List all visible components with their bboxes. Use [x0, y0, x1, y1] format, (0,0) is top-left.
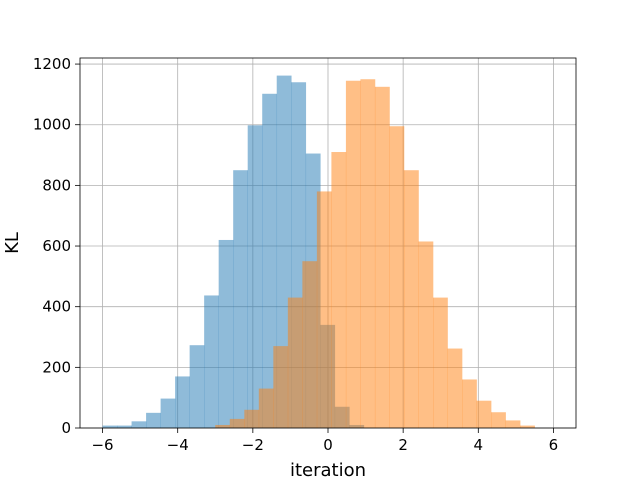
histogram-bar-series-2 — [447, 348, 463, 428]
histogram-bar-series-2 — [374, 86, 390, 429]
histogram-bar-series-2 — [433, 297, 448, 428]
histogram-bar-series-2 — [491, 412, 506, 428]
histogram-bar-series-2 — [360, 79, 376, 429]
x-axis-ticks: −6 −4 −2 0 2 4 6 — [91, 428, 558, 454]
y-axis-label: KL — [2, 232, 23, 254]
histogram-bar-series-2 — [316, 191, 332, 428]
histogram-bar-series-2 — [505, 420, 521, 428]
histogram-bar-series-2 — [389, 126, 405, 428]
x-tick-label: 4 — [474, 436, 484, 454]
histogram-bar-series-2 — [476, 400, 492, 428]
histogram-bar-series-2 — [418, 241, 434, 428]
histogram-bar-series-1 — [102, 425, 118, 428]
histogram-bar-series-2 — [302, 261, 318, 428]
histogram-bar-series-2 — [229, 418, 245, 428]
y-tick-label: 600 — [42, 237, 71, 255]
x-tick-label: 0 — [323, 436, 333, 454]
histogram-bar-series-2 — [287, 297, 303, 428]
histogram-bar-series-2 — [331, 152, 347, 428]
x-tick-label: 2 — [398, 436, 408, 454]
histogram-bar-series-2 — [215, 424, 231, 428]
x-tick-label: −2 — [242, 436, 264, 454]
histogram-bar-series-1 — [189, 345, 205, 428]
x-tick-label: 6 — [549, 436, 559, 454]
y-tick-label: 1000 — [33, 116, 71, 134]
histogram-bar-series-1 — [247, 125, 263, 428]
y-tick-label: 1200 — [33, 55, 71, 73]
x-tick-label: −4 — [167, 436, 189, 454]
histogram-bar-series-2 — [462, 379, 477, 428]
histogram-bar-series-1 — [117, 425, 132, 428]
histogram-bar-series-2 — [258, 388, 274, 428]
histogram-bar-series-2 — [273, 346, 289, 428]
histogram-bar-series-1 — [146, 412, 161, 428]
histogram-bar-series-2 — [345, 80, 361, 428]
x-axis-label: iteration — [290, 460, 366, 480]
y-axis-ticks: 0 200 400 600 800 1000 1200 — [33, 55, 80, 437]
histogram-bar-series-2 — [520, 425, 535, 428]
y-tick-label: 400 — [42, 298, 71, 316]
histogram-bar-series-1 — [175, 376, 190, 428]
histogram-bar-series-1 — [204, 295, 219, 428]
histogram-bar-series-1 — [233, 170, 249, 428]
histogram-bar-series-2 — [244, 409, 260, 428]
x-tick-label: −6 — [91, 436, 113, 454]
histogram-bar-series-1 — [160, 398, 176, 428]
histogram-bar-series-2 — [403, 170, 419, 428]
y-tick-label: 200 — [42, 358, 71, 376]
histogram-bar-series-1 — [262, 93, 278, 428]
histogram-bar-series-1 — [218, 239, 234, 428]
histogram-bar-series-1 — [276, 75, 292, 429]
histogram-bars — [102, 75, 535, 429]
histogram-bar-series-1 — [131, 421, 147, 428]
y-tick-label: 800 — [42, 176, 71, 194]
y-tick-label: 0 — [61, 419, 71, 437]
